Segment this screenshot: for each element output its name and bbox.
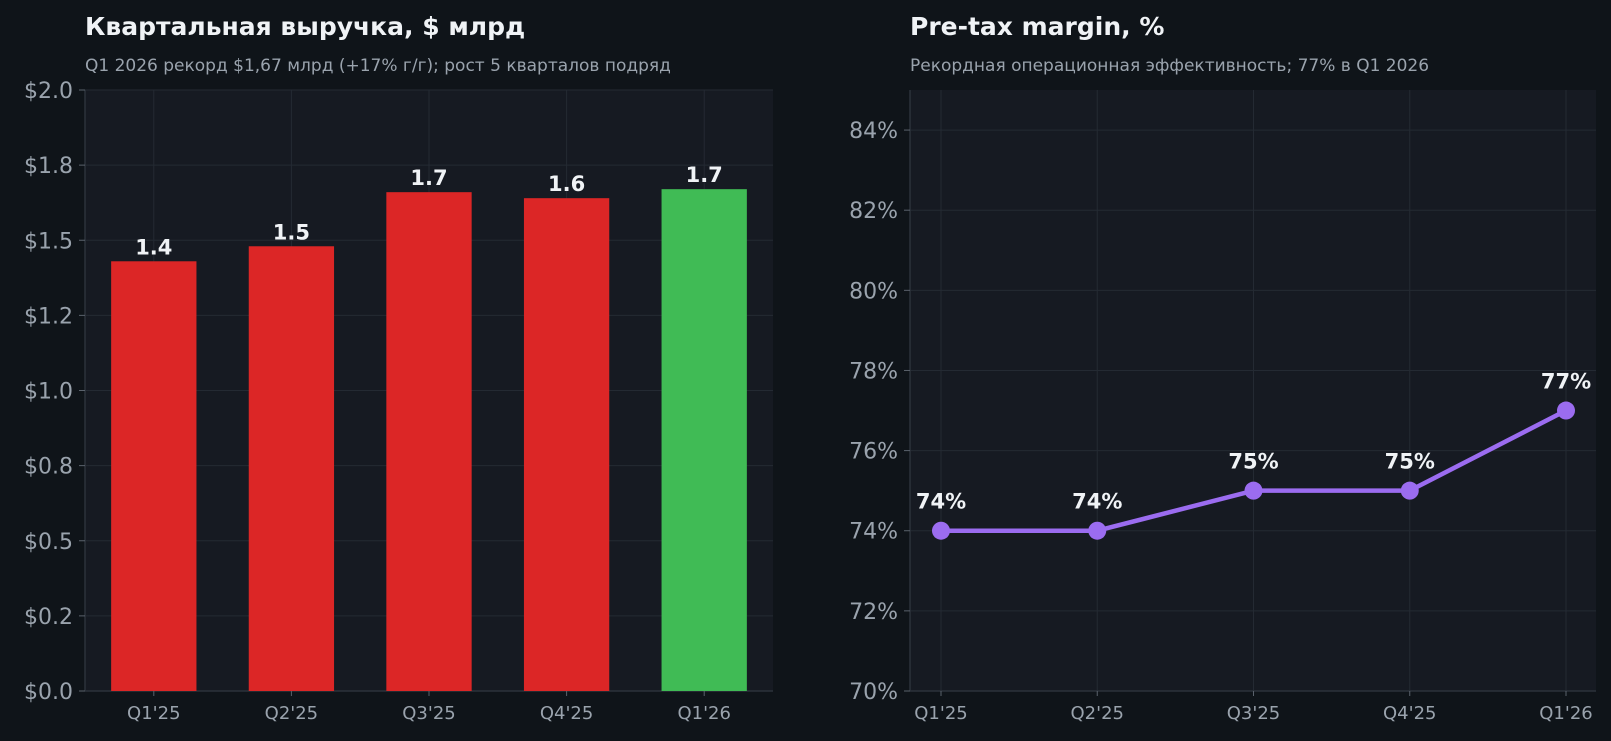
x-tick-label: Q1'25 — [914, 703, 967, 724]
y-tick-label: 72% — [849, 600, 898, 625]
y-tick-label: $0.0 — [24, 680, 73, 705]
y-tick-label: $0.2 — [24, 605, 73, 630]
point-data-label: 77% — [1541, 370, 1591, 394]
revenue-chart-title: Квартальная выручка, $ млрд — [85, 12, 526, 41]
margin-data-point — [932, 521, 950, 540]
point-data-label: 75% — [1228, 450, 1278, 474]
bar-data-label: 1.4 — [135, 235, 172, 259]
revenue-bar — [386, 192, 472, 692]
y-tick-label: $1.0 — [24, 380, 73, 405]
margin-chart-subtitle: Рекордная операционная эффективность; 77… — [910, 56, 1430, 76]
x-tick-label: Q1'26 — [1539, 703, 1592, 724]
y-tick-label: $0.8 — [24, 455, 73, 480]
bar-data-label: 1.6 — [548, 172, 585, 196]
x-tick-label: Q3'25 — [402, 703, 455, 724]
y-tick-label: $0.5 — [24, 530, 73, 555]
y-tick-label: 70% — [849, 680, 898, 705]
point-data-label: 74% — [1072, 490, 1122, 514]
x-tick-label: Q2'25 — [265, 703, 318, 724]
revenue-bar — [523, 198, 610, 691]
y-tick-label: 78% — [849, 359, 898, 384]
x-tick-label: Q4'25 — [540, 703, 593, 724]
y-tick-label: $1.2 — [24, 304, 73, 329]
point-data-label: 74% — [916, 490, 966, 514]
bar-data-label: 1.5 — [273, 220, 310, 244]
x-tick-label: Q1'26 — [677, 703, 730, 724]
y-tick-label: $1.8 — [24, 154, 73, 179]
revenue-bar — [661, 189, 747, 692]
x-tick-label: Q4'25 — [1383, 703, 1436, 724]
margin-data-point — [1088, 521, 1107, 540]
x-tick-label: Q1'25 — [127, 703, 180, 724]
y-tick-label: 84% — [849, 119, 898, 144]
y-tick-label: $2.0 — [24, 79, 73, 104]
bar-data-label: 1.7 — [686, 163, 723, 187]
margin-chart-title: Pre-tax margin, % — [910, 12, 1165, 41]
revenue-bar — [248, 246, 335, 691]
x-tick-label: Q2'25 — [1071, 703, 1124, 724]
margin-data-point — [1557, 401, 1575, 420]
x-tick-label: Q3'25 — [1227, 703, 1280, 724]
bar-data-label: 1.7 — [410, 166, 447, 190]
margin-data-point — [1400, 481, 1419, 500]
revenue-chart-subtitle: Q1 2026 рекорд $1,67 млрд (+17% г/г); ро… — [85, 56, 671, 76]
margin-data-point — [1244, 481, 1263, 500]
y-tick-label: 76% — [849, 440, 898, 465]
point-data-label: 75% — [1385, 450, 1435, 474]
revenue-bar — [111, 261, 197, 691]
y-tick-label: 74% — [849, 520, 898, 545]
revenue-bar-chart: $0.0 $0.2 $0.5 $0.8 $1.0 $1.2 $1.5 $1.8 $2.0 1.4 Q… — [24, 79, 773, 724]
y-tick-label: 80% — [849, 279, 898, 304]
y-tick-label: 82% — [849, 199, 898, 224]
y-tick-label: $1.5 — [24, 229, 73, 254]
